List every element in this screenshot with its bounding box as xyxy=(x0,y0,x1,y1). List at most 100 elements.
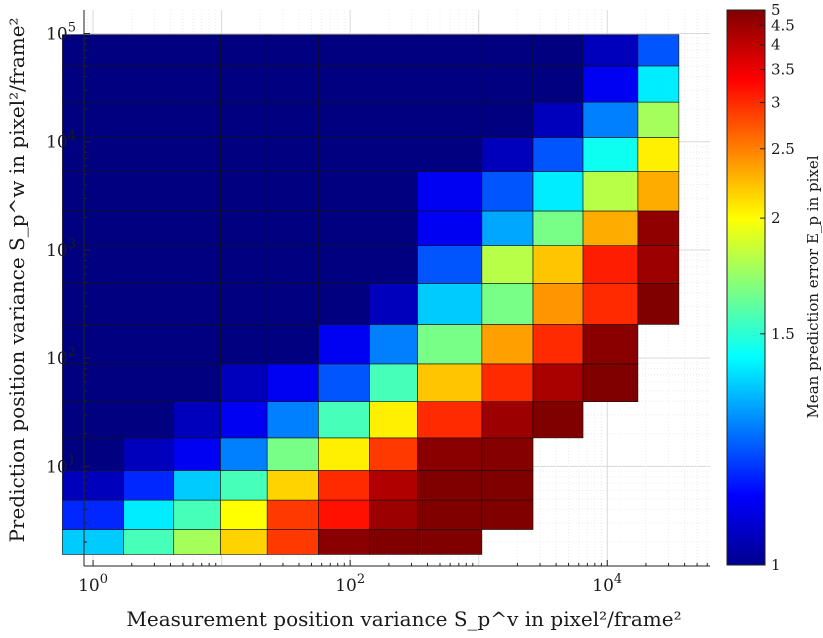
heatmap-cell xyxy=(417,499,483,530)
heatmap-cell xyxy=(318,499,370,530)
heatmap-cell xyxy=(532,363,584,402)
heatmap-cell xyxy=(417,65,483,103)
heatmap-cell xyxy=(62,363,125,402)
heatmap-cell xyxy=(417,210,483,246)
heatmap-cell xyxy=(318,470,370,501)
heatmap-cell xyxy=(266,401,319,439)
colorbar: 1 1.5 2 2.5 3 3.5 4 4.55 xyxy=(726,1,795,574)
heatmap-cell xyxy=(417,324,483,365)
heatmap-cell xyxy=(481,283,534,325)
heatmap-cell xyxy=(318,437,370,471)
heatmap-cell xyxy=(369,529,418,555)
heatmap-cell xyxy=(123,245,175,284)
heatmap-cell xyxy=(369,171,418,212)
heatmap-cell xyxy=(532,210,584,246)
heatmap-cell xyxy=(481,65,534,103)
heatmap-cell xyxy=(582,65,639,103)
heatmap-cell xyxy=(532,401,584,439)
heatmap-cell xyxy=(532,137,584,172)
heatmap-cell xyxy=(62,101,125,138)
heatmap-cell xyxy=(220,437,268,471)
heatmap-cell xyxy=(266,34,319,67)
heatmap-cell xyxy=(123,137,175,172)
heatmap-cell xyxy=(582,324,639,365)
colorbar-tick-label: 5 xyxy=(771,1,781,19)
heatmap-cell xyxy=(417,283,483,325)
heatmap-cell xyxy=(637,171,680,212)
heatmap-cell xyxy=(417,101,483,138)
heatmap-cell xyxy=(318,101,370,138)
heatmap-cell xyxy=(582,210,639,246)
heatmap-cell xyxy=(173,171,221,212)
heatmap-cell xyxy=(318,401,370,439)
heatmap-cell xyxy=(266,529,319,555)
heatmap-cell xyxy=(417,437,483,471)
y-tick-label: 104 xyxy=(46,129,76,153)
heatmap-cell xyxy=(637,137,680,172)
colorbar-title: Mean prediction error E_p in pixel xyxy=(804,155,822,418)
heatmap-cell xyxy=(123,324,175,365)
heatmap-cell xyxy=(220,101,268,138)
heatmap-cell xyxy=(637,245,680,284)
heatmap-cell xyxy=(220,283,268,325)
heatmap-cell xyxy=(369,437,418,471)
heatmap-cell xyxy=(266,101,319,138)
heatmap-cell xyxy=(532,65,584,103)
heatmap-cell xyxy=(417,529,483,555)
axes: 100 102 104 101 102 103 104 105 xyxy=(46,10,710,596)
heatmap-cell xyxy=(220,324,268,365)
heatmap-cell xyxy=(532,283,584,325)
heatmap-cell xyxy=(582,283,639,325)
heatmap-cell xyxy=(532,245,584,284)
heatmap-cell xyxy=(369,245,418,284)
heatmap-cell xyxy=(62,470,125,501)
heatmap-cell xyxy=(266,324,319,365)
heatmap-cell xyxy=(318,245,370,284)
heatmap-cell xyxy=(266,437,319,471)
heatmap-cell xyxy=(318,363,370,402)
heatmap-cell xyxy=(123,210,175,246)
colorbar-tick-label: 2.5 xyxy=(771,140,795,158)
heatmap-cell xyxy=(582,363,639,402)
heatmap-cell xyxy=(62,245,125,284)
heatmap-cell xyxy=(318,137,370,172)
heatmap-cell xyxy=(173,401,221,439)
heatmap-cell xyxy=(417,171,483,212)
heatmap-cell xyxy=(369,499,418,530)
heatmap-cell xyxy=(123,529,175,555)
heatmap-cell xyxy=(582,245,639,284)
heatmap-cell xyxy=(220,529,268,555)
heatmap-cell xyxy=(62,529,125,555)
heatmap-cell xyxy=(582,101,639,138)
heatmap-cell xyxy=(173,65,221,103)
heatmap-cell xyxy=(369,210,418,246)
heatmap-cell xyxy=(173,324,221,365)
colorbar-gradient xyxy=(726,9,766,566)
heatmap-cell xyxy=(123,363,175,402)
heatmap-cell xyxy=(637,283,680,325)
heatmap-cell xyxy=(266,137,319,172)
heatmap-cell xyxy=(62,65,125,103)
y-tick-label: 103 xyxy=(46,237,76,261)
x-tick-label: 102 xyxy=(335,572,365,596)
heatmap-cell xyxy=(369,401,418,439)
heatmap-cell xyxy=(318,65,370,103)
heatmap-cell xyxy=(481,245,534,284)
heatmap-cell xyxy=(637,101,680,138)
heatmap-cell xyxy=(173,363,221,402)
heatmap-cell xyxy=(123,171,175,212)
heatmap-cell xyxy=(417,34,483,67)
heatmap-cell xyxy=(481,324,534,365)
heatmap-cell xyxy=(220,470,268,501)
heatmap-cell xyxy=(173,529,221,555)
heatmap-cell xyxy=(417,137,483,172)
heatmap-cell xyxy=(481,437,534,471)
heatmap-cell xyxy=(62,171,125,212)
heatmap-cell xyxy=(369,34,418,67)
heatmap-cell xyxy=(637,34,680,67)
heatmap-cell xyxy=(266,210,319,246)
heatmap-cell xyxy=(417,470,483,501)
heatmap-cell xyxy=(220,137,268,172)
colorbar-tick-label: 2 xyxy=(771,209,781,227)
